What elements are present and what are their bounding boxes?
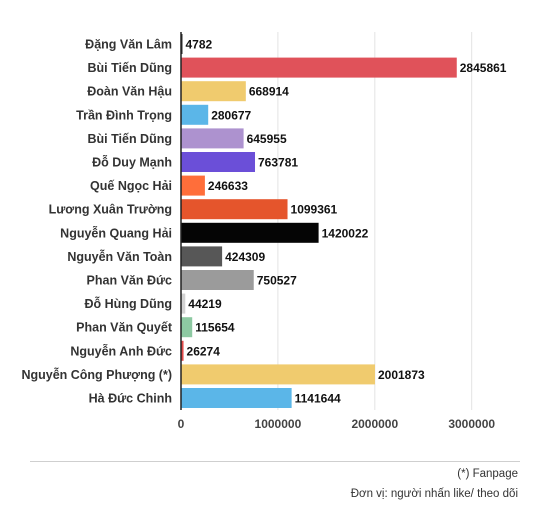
value-label: 2001873: [378, 368, 425, 382]
value-label: 4782: [186, 38, 213, 52]
fanpage-footnote: (*) Fanpage: [457, 468, 518, 480]
value-label: 280677: [211, 108, 251, 122]
bar: [181, 199, 288, 220]
value-label: 44219: [188, 297, 222, 311]
category-label: Bùi Tiến Dũng: [88, 61, 173, 75]
category-label: Nguyễn Văn Toàn: [67, 249, 172, 264]
bar: [181, 270, 254, 290]
category-label: Lương Xuân Trường: [49, 203, 172, 217]
bar: [181, 317, 193, 338]
value-label: 26274: [187, 344, 221, 358]
bar: [181, 104, 209, 125]
bar: [181, 388, 292, 408]
x-tick-label: 1000000: [255, 417, 302, 431]
bar: [181, 340, 184, 361]
bar: [181, 222, 319, 243]
category-label: Phan Văn Đức: [87, 274, 173, 288]
bar: [181, 293, 186, 314]
category-label: Nguyễn Công Phượng (*): [21, 367, 172, 382]
value-label: 645955: [247, 132, 287, 146]
bar: [181, 175, 205, 196]
category-label: Đỗ Duy Mạnh: [92, 155, 172, 170]
value-label: 115654: [195, 321, 235, 335]
value-label: 750527: [257, 274, 297, 288]
bars-layer: [181, 34, 457, 408]
category-label: Đỗ Hùng Dũng: [85, 296, 172, 311]
category-label: Đặng Văn Lâm: [85, 38, 172, 52]
category-label: Nguyễn Anh Đức: [70, 343, 172, 358]
bar: [181, 128, 244, 149]
value-label: 763781: [258, 156, 298, 170]
category-label: Bùi Tiến Dũng: [88, 132, 173, 146]
category-label: Nguyễn Quang Hải: [60, 225, 172, 240]
bar-chart: Đặng Văn Lâm 4782 Bùi Tiến Dũng 2845861 Đoàn…: [21, 32, 507, 431]
value-label: 424309: [225, 250, 265, 264]
category-label: Phan Văn Quyết: [76, 321, 173, 335]
value-label: 1099361: [291, 203, 338, 217]
value-label: 1420022: [322, 226, 369, 240]
bar: [181, 246, 223, 267]
value-label: 2845861: [460, 61, 507, 75]
category-label: Trần Đình Trọng: [76, 108, 172, 122]
x-tick-label: 0: [178, 417, 185, 431]
grid-layer: [277, 32, 473, 410]
x-tick-label: 3000000: [448, 417, 495, 431]
footer-divider: [30, 461, 520, 462]
unit-footnote: Đơn vị: người nhấn like/ theo dõi: [350, 488, 518, 500]
category-label: Quế Ngọc Hải: [90, 179, 172, 193]
value-label: 246633: [208, 179, 248, 193]
value-label: 1141644: [295, 392, 341, 406]
x-axis-ticks: 0 1000000 2000000 3000000: [178, 417, 496, 431]
category-label: Hà Đức Chinh: [89, 392, 172, 406]
bar: [181, 364, 375, 385]
x-tick-label: 2000000: [351, 417, 398, 431]
bar: [181, 152, 256, 172]
bar: [181, 57, 457, 78]
bar: [181, 81, 246, 102]
value-label: 668914: [249, 85, 289, 99]
labels-layer: Đặng Văn Lâm 4782 Bùi Tiến Dũng 2845861 Đoàn…: [21, 38, 506, 406]
category-label: Đoàn Văn Hậu: [87, 85, 172, 99]
